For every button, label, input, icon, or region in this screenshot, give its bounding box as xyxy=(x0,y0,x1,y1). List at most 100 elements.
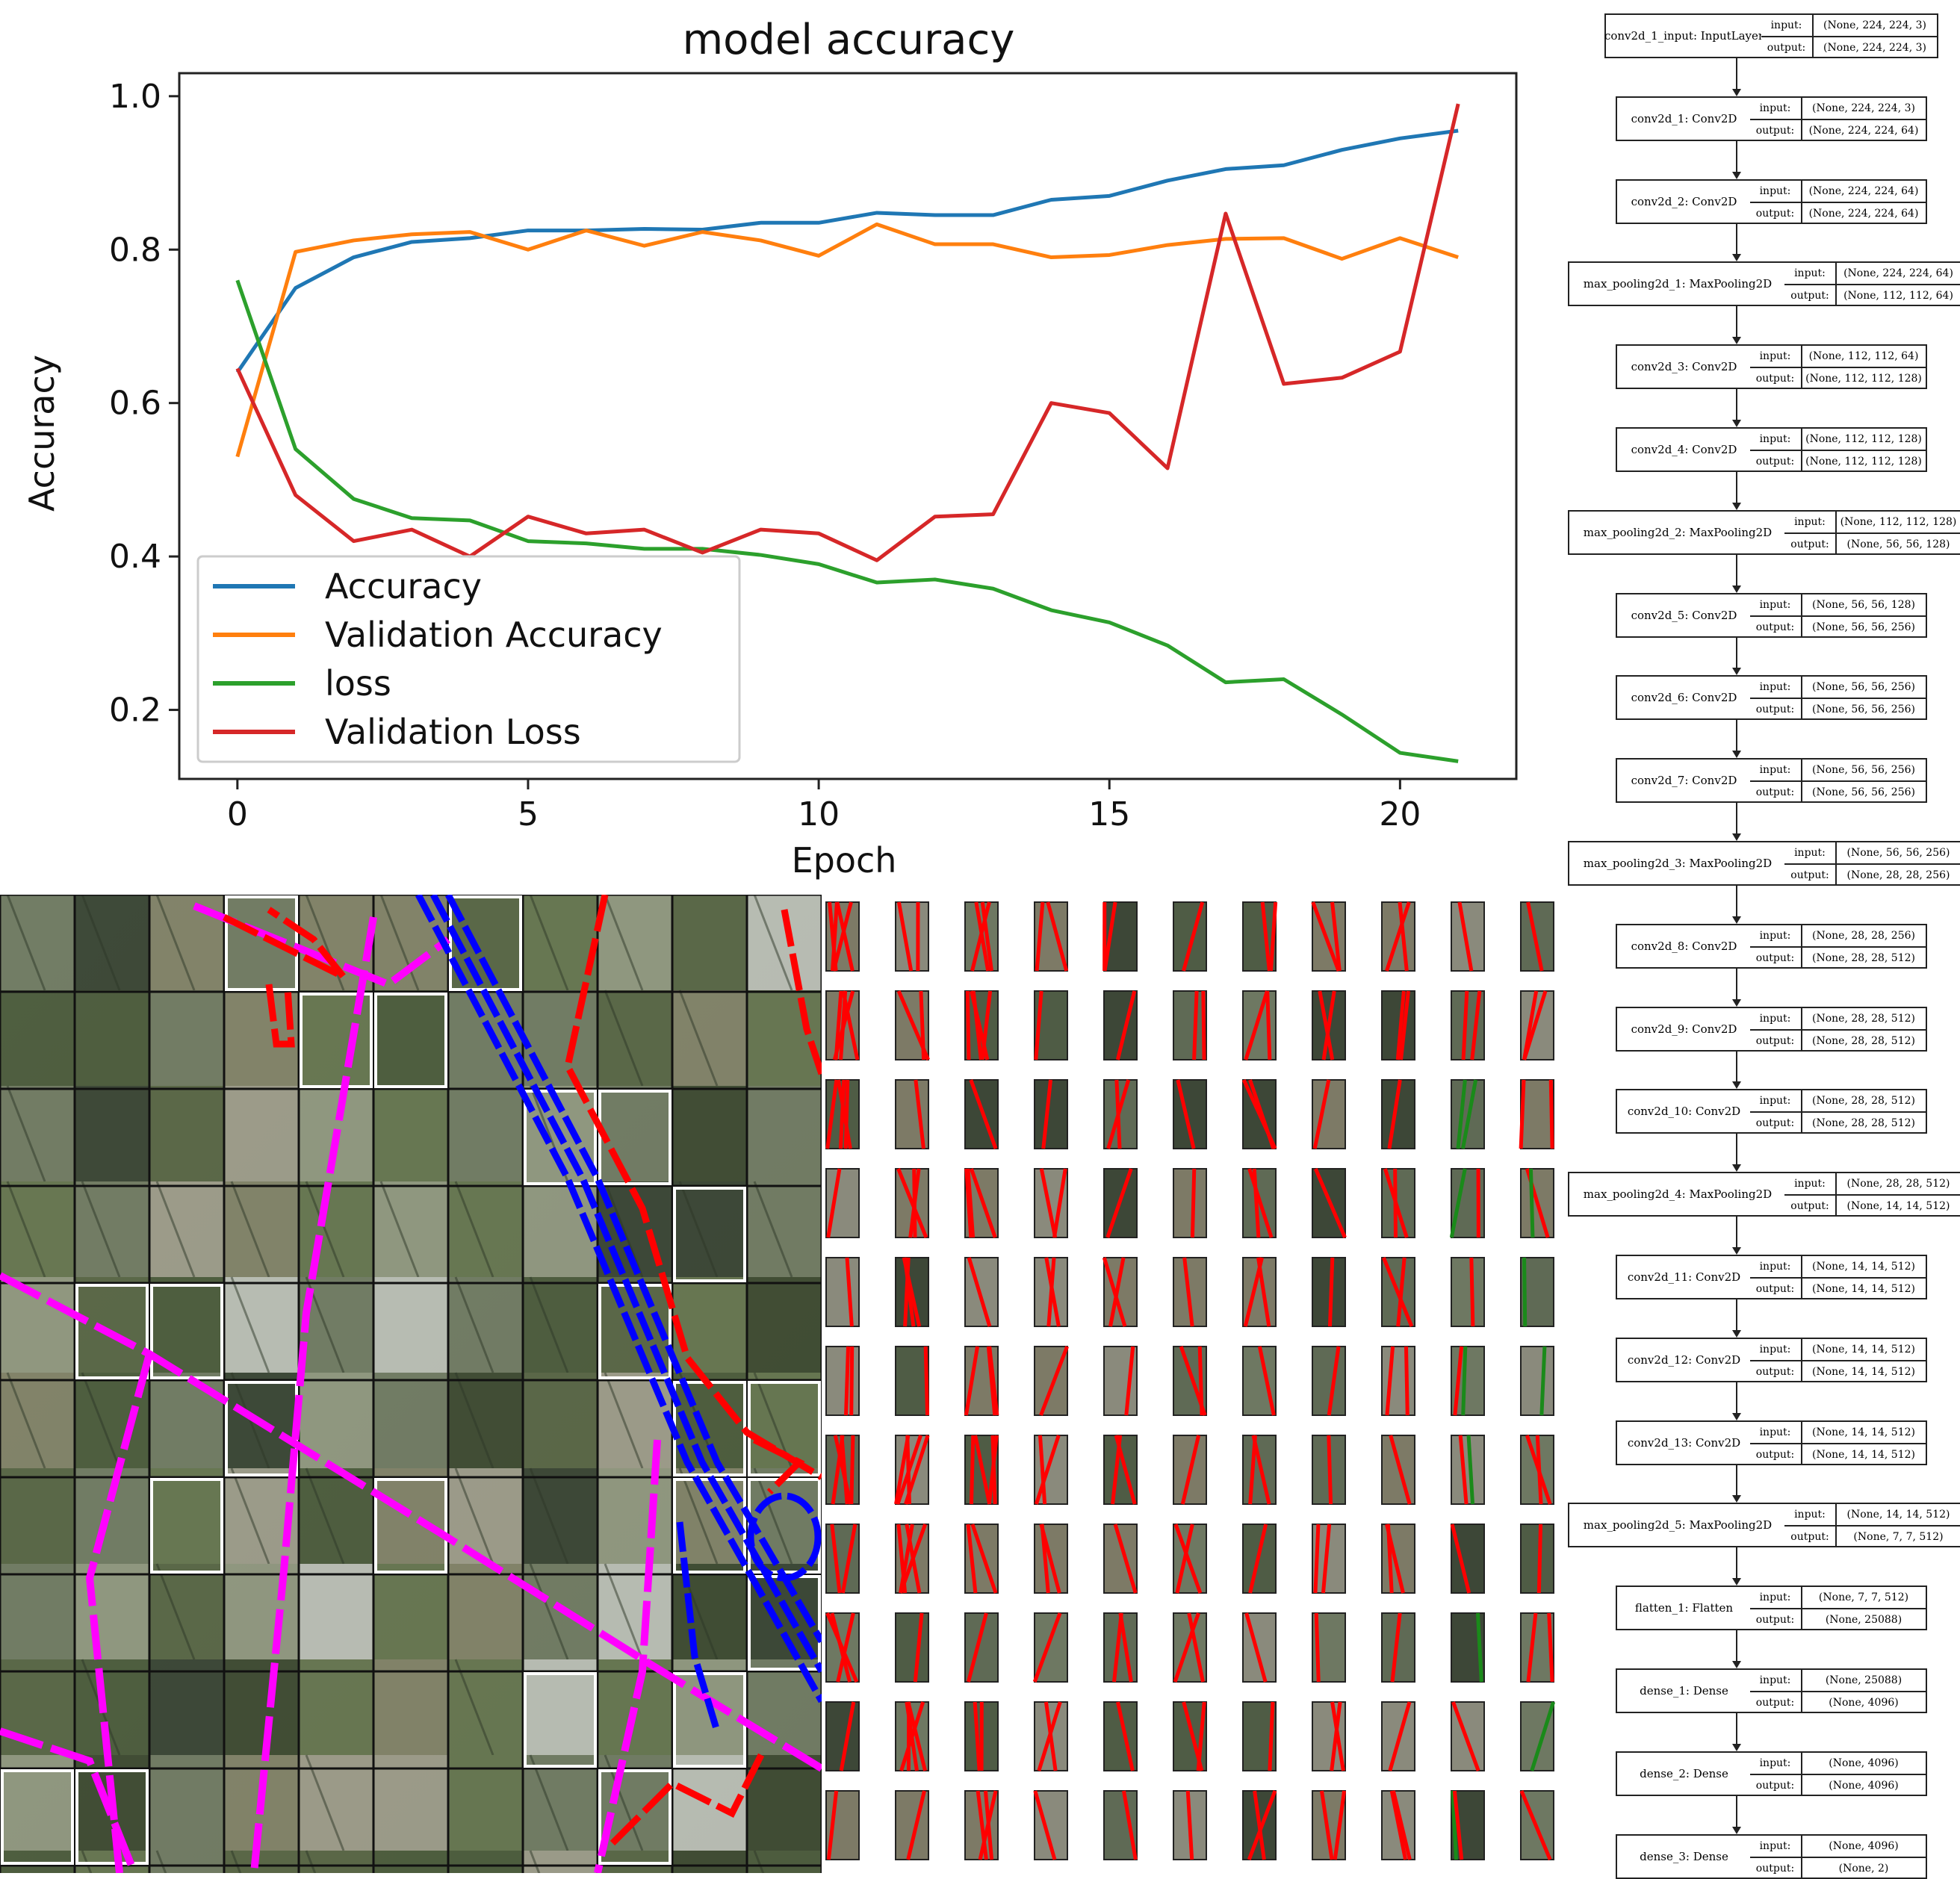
input-shape: (None, 14, 14, 512) xyxy=(1837,1504,1960,1527)
output-shape: (None, 56, 56, 256) xyxy=(1802,699,1926,720)
y-tick-label: 0.2 xyxy=(109,692,161,730)
layer-io-labels: input:output: xyxy=(1750,96,1804,141)
arrow-head-icon xyxy=(1732,172,1741,179)
aerial-field-patch xyxy=(75,895,149,990)
input-label: input: xyxy=(1750,1256,1802,1279)
tile-road-mark xyxy=(1395,1169,1396,1237)
input-label: input: xyxy=(1750,346,1802,368)
input-label: input: xyxy=(1784,512,1837,534)
input-label: input: xyxy=(1750,760,1802,782)
tile-road-mark xyxy=(1330,1258,1332,1326)
aerial-field-patch xyxy=(0,990,75,1086)
input-shape: (None, 112, 112, 64) xyxy=(1802,346,1926,368)
aerial-field-patch xyxy=(523,1373,598,1468)
aerial-field-patch xyxy=(373,1373,448,1468)
output-label: output: xyxy=(1761,37,1814,58)
aerial-field-patch xyxy=(747,1086,822,1181)
aerial-field-patch xyxy=(0,895,75,990)
layer-io-values: (None, 25088)(None, 4096) xyxy=(1802,1668,1927,1713)
aerial-field-patch xyxy=(448,1373,523,1468)
arrow-head-icon xyxy=(1732,999,1741,1007)
y-tick-label: 1.0 xyxy=(109,78,161,116)
output-label: output: xyxy=(1750,1775,1802,1796)
output-shape: (None, 28, 28, 512) xyxy=(1802,1031,1926,1052)
arrow-head-icon xyxy=(1732,1413,1741,1420)
aerial-field-patch xyxy=(373,895,448,990)
tile-thumbnail xyxy=(965,1258,998,1326)
layer-io-values: (None, 14, 14, 512)(None, 14, 14, 512) xyxy=(1802,1420,1927,1465)
input-shape: (None, 112, 112, 128) xyxy=(1802,429,1926,451)
aerial-field-patch xyxy=(373,1564,448,1659)
layer-name: conv2d_8: Conv2D xyxy=(1616,924,1753,969)
arrow-head-icon xyxy=(1732,503,1741,510)
arrow-head-icon xyxy=(1732,254,1741,261)
output-shape: (None, 112, 112, 64) xyxy=(1837,285,1960,306)
layer-name: conv2d_1_input: InputLayer xyxy=(1604,13,1764,58)
aerial-field-patch xyxy=(672,895,747,990)
output-label: output: xyxy=(1750,1031,1802,1052)
tile-road-mark xyxy=(1194,991,1197,1060)
aerial-field-patch xyxy=(523,1468,598,1564)
layer-io-labels: input:output: xyxy=(1761,13,1815,58)
aerial-field-patch xyxy=(672,990,747,1086)
tile-road-mark xyxy=(1268,991,1270,1060)
input-shape: (None, 28, 28, 512) xyxy=(1802,1090,1926,1113)
tile-road-mark xyxy=(1200,1347,1202,1415)
x-tick-label: 15 xyxy=(1088,795,1130,833)
aerial-field-patch xyxy=(75,1277,149,1373)
arrow-head-icon xyxy=(1732,89,1741,96)
input-shape: (None, 224, 224, 64) xyxy=(1802,181,1926,203)
input-label: input: xyxy=(1750,181,1802,203)
layer-connector xyxy=(1736,1547,1737,1578)
layer-name: dense_1: Dense xyxy=(1616,1668,1753,1713)
aerial-field-patch xyxy=(598,990,672,1086)
layer-name: conv2d_2: Conv2D xyxy=(1616,179,1753,224)
x-tick-label: 20 xyxy=(1379,795,1421,833)
layer-name: conv2d_3: Conv2D xyxy=(1616,344,1753,389)
output-label: output: xyxy=(1750,782,1802,803)
layer-io-values: (None, 7, 7, 512)(None, 25088) xyxy=(1802,1585,1927,1630)
aerial-field-patch xyxy=(672,1086,747,1181)
layer-io-values: (None, 224, 224, 3)(None, 224, 224, 64) xyxy=(1802,96,1927,141)
layer-io-labels: input:output: xyxy=(1750,179,1804,224)
tile-thumbnail xyxy=(1104,1791,1137,1860)
output-shape: (None, 7, 7, 512) xyxy=(1837,1527,1960,1547)
aerial-field-patch xyxy=(149,1086,224,1181)
tile-road-mark xyxy=(925,1347,927,1415)
chart-title: model accuracy xyxy=(683,16,1015,64)
arrow-head-icon xyxy=(1732,420,1741,427)
arrow-head-icon xyxy=(1732,1164,1741,1172)
input-label: input: xyxy=(1784,263,1837,285)
aerial-field-patch xyxy=(149,895,224,990)
layer-io-values: (None, 56, 56, 256)(None, 28, 28, 256) xyxy=(1837,841,1960,886)
tile-thumbnail xyxy=(826,1258,859,1326)
layer-connector xyxy=(1736,1465,1737,1496)
layer-io-values: (None, 28, 28, 512)(None, 28, 28, 512) xyxy=(1802,1007,1927,1052)
input-shape: (None, 224, 224, 3) xyxy=(1802,98,1926,120)
output-shape: (None, 224, 224, 3) xyxy=(1814,37,1937,58)
layer-io-values: (None, 4096)(None, 4096) xyxy=(1802,1751,1927,1796)
layer-name: max_pooling2d_1: MaxPooling2D xyxy=(1568,261,1787,306)
layer-io-labels: input:output: xyxy=(1750,1834,1804,1879)
layer-io-values: (None, 14, 14, 512)(None, 14, 14, 512) xyxy=(1802,1255,1927,1299)
input-label: input: xyxy=(1784,842,1837,865)
layer-io-values: (None, 14, 14, 512)(None, 14, 14, 512) xyxy=(1802,1338,1927,1382)
output-shape: (None, 4096) xyxy=(1802,1692,1926,1713)
input-shape: (None, 28, 28, 256) xyxy=(1802,925,1926,948)
layer-name: conv2d_10: Conv2D xyxy=(1616,1089,1753,1134)
layer-connector xyxy=(1736,1217,1737,1247)
layer-name: conv2d_7: Conv2D xyxy=(1616,758,1753,803)
input-shape: (None, 56, 56, 256) xyxy=(1837,842,1960,865)
input-label: input: xyxy=(1761,15,1814,37)
arrow-head-icon xyxy=(1732,1827,1741,1834)
output-label: output: xyxy=(1750,451,1802,472)
